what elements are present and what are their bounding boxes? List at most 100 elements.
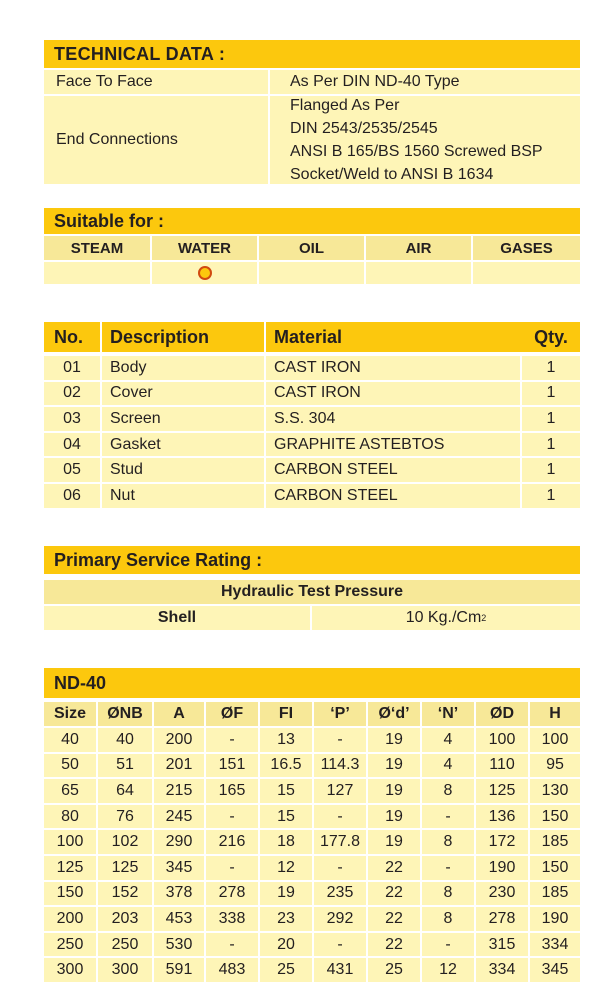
nd40-cell: 215 (154, 779, 204, 803)
suitable-for-title: Suitable for : (44, 208, 580, 234)
nd40-cell: 40 (44, 728, 96, 752)
part-material: GRAPHITE ASTEBTOS (266, 432, 520, 457)
part-description: Cover (102, 381, 264, 406)
nd40-cell: 95 (530, 753, 580, 778)
media-steam-cell (44, 262, 150, 284)
nd40-header-cell: ØF (206, 702, 258, 726)
nd40-header-cell: ‘N’ (422, 702, 474, 726)
face-to-face-value: As Per DIN ND-40 Type (270, 70, 580, 94)
part-description: Body (102, 356, 264, 380)
nd40-cell: - (422, 856, 474, 880)
nd40-cell: - (314, 856, 366, 880)
part-no: 01 (44, 356, 100, 380)
part-no: 04 (44, 432, 100, 457)
media-air-cell (366, 262, 471, 284)
nd40-cell: 136 (476, 804, 528, 829)
nd40-cell: 4 (422, 753, 474, 778)
nd40-cell: 216 (206, 830, 258, 854)
face-to-face-label: Face To Face (44, 70, 268, 94)
nd40-cell: 12 (260, 856, 312, 880)
parts-header-material: Material (266, 322, 560, 352)
media-gases-header: GASES (473, 236, 580, 260)
nd40-cell: - (206, 856, 258, 880)
part-material: CARBON STEEL (266, 484, 520, 508)
end-connections-line: DIN 2543/2535/2545 (290, 120, 438, 137)
nd40-cell: - (422, 804, 474, 829)
part-description: Stud (102, 458, 264, 482)
nd40-cell: 185 (530, 881, 580, 906)
part-material: CAST IRON (266, 381, 520, 406)
part-description: Screen (102, 407, 264, 431)
nd40-header-cell: Ø‘d’ (368, 702, 420, 726)
nd40-header-cell: ØD (476, 702, 528, 726)
nd40-cell: 278 (476, 907, 528, 931)
nd40-cell: 290 (154, 830, 204, 854)
part-no: 03 (44, 407, 100, 431)
nd40-cell: 292 (314, 907, 366, 931)
nd40-cell: - (314, 932, 366, 957)
media-water-cell (152, 262, 257, 284)
nd40-cell: 315 (476, 932, 528, 957)
nd40-cell: 15 (260, 779, 312, 803)
nd40-cell: 235 (314, 881, 366, 906)
nd40-cell: - (206, 728, 258, 752)
part-qty: 1 (522, 407, 580, 431)
nd40-cell: - (314, 728, 366, 752)
nd40-cell: - (314, 804, 366, 829)
nd40-cell: 185 (530, 830, 580, 854)
shell-value-text: 10 Kg./Cm (405, 609, 482, 626)
nd40-cell: 127 (314, 779, 366, 803)
nd40-cell: 250 (44, 932, 96, 957)
nd40-cell: 431 (314, 958, 366, 982)
nd40-cell: 18 (260, 830, 312, 854)
end-connections-line: Flanged As Per (290, 97, 400, 114)
technical-data-title: TECHNICAL DATA : (44, 40, 580, 68)
nd40-cell: 530 (154, 932, 204, 957)
nd40-cell: 250 (98, 932, 152, 957)
nd40-cell: 8 (422, 779, 474, 803)
nd40-cell: 25 (260, 958, 312, 982)
nd40-cell: 4 (422, 728, 474, 752)
nd40-cell: 19 (368, 753, 420, 778)
shell-label: Shell (44, 606, 310, 630)
nd40-cell: 8 (422, 830, 474, 854)
nd40-cell: 300 (44, 958, 96, 982)
part-material: CAST IRON (266, 356, 520, 380)
part-description: Gasket (102, 432, 264, 457)
end-connections-line: ANSI B 165/BS 1560 Screwed BSP (290, 143, 543, 160)
media-oil-header: OIL (259, 236, 364, 260)
nd40-cell: 23 (260, 907, 312, 931)
nd40-cell: 114.3 (314, 753, 366, 778)
nd40-header-cell: A (154, 702, 204, 726)
nd40-cell: 345 (154, 856, 204, 880)
nd40-cell: 338 (206, 907, 258, 931)
nd40-cell: 64 (98, 779, 152, 803)
parts-table-header: No. Description Material Qty. (44, 322, 580, 352)
nd40-cell: 378 (154, 881, 204, 906)
nd40-header-cell: ØNB (98, 702, 152, 726)
nd40-cell: 125 (98, 856, 152, 880)
nd40-cell: 150 (530, 804, 580, 829)
nd40-cell: 19 (368, 804, 420, 829)
part-material: CARBON STEEL (266, 458, 520, 482)
nd40-cell: 19 (368, 779, 420, 803)
nd40-cell: 19 (368, 728, 420, 752)
nd40-cell: 300 (98, 958, 152, 982)
nd40-cell: 151 (206, 753, 258, 778)
nd40-cell: 16.5 (260, 753, 312, 778)
nd40-cell: 102 (98, 830, 152, 854)
part-qty: 1 (522, 356, 580, 380)
nd40-cell: 165 (206, 779, 258, 803)
nd40-cell: 80 (44, 804, 96, 829)
media-water-header: WATER (152, 236, 257, 260)
nd40-header-cell: Size (44, 702, 96, 726)
end-connections-label: End Connections (44, 96, 268, 184)
nd40-cell: 190 (476, 856, 528, 880)
nd40-cell: 130 (530, 779, 580, 803)
nd40-cell: 8 (422, 907, 474, 931)
nd40-cell: 334 (476, 958, 528, 982)
nd40-cell: 100 (44, 830, 96, 854)
selected-indicator-icon (197, 266, 212, 280)
nd40-cell: 334 (530, 932, 580, 957)
nd40-cell: 152 (98, 881, 152, 906)
